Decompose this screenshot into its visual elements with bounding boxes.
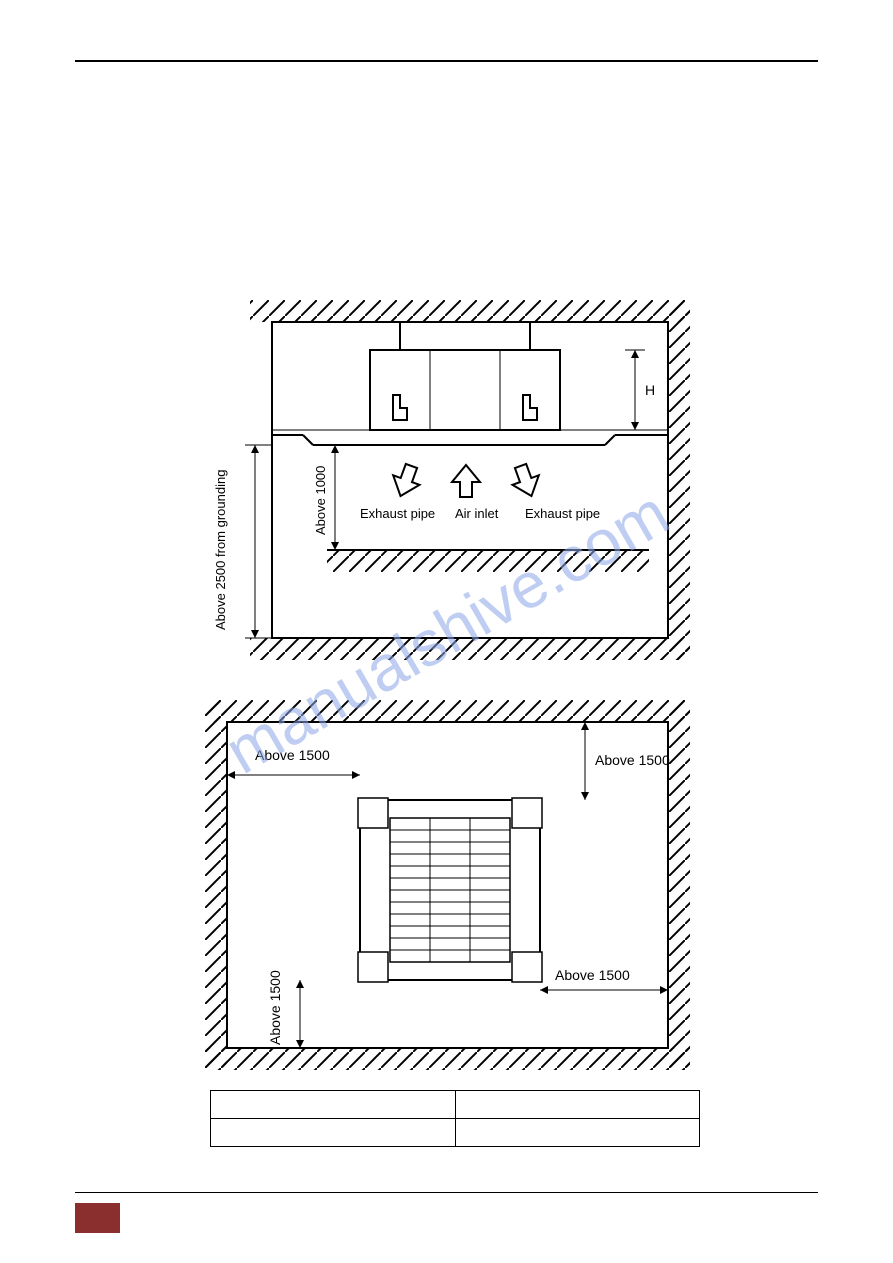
page-top-rule [75, 60, 818, 62]
clearance-bottom-left-label: Above 1500 [267, 970, 283, 1045]
installation-plan-view-diagram: Above 1500 Above 1500 Above 1500 Above 1… [205, 700, 690, 1070]
installation-side-view-diagram: H Exhaust pipe Air inlet Exhaust pipe Ab… [205, 300, 690, 660]
clearance-top-right-label: Above 1500 [595, 752, 670, 768]
table-cell [455, 1091, 700, 1119]
exhaust-pipe-left-label: Exhaust pipe [360, 506, 435, 521]
above-1000-label: Above 1000 [313, 466, 328, 535]
air-inlet-label: Air inlet [455, 506, 499, 521]
exhaust-pipe-right-label: Exhaust pipe [525, 506, 600, 521]
page-bottom-rule [75, 1192, 818, 1193]
page-number-box [75, 1203, 120, 1233]
table-cell [211, 1119, 456, 1147]
height-label: H [645, 382, 655, 398]
clearance-bottom-right-label: Above 1500 [555, 967, 630, 983]
table-cell [211, 1091, 456, 1119]
clearance-top-left-label: Above 1500 [255, 747, 330, 763]
dimensions-table [210, 1090, 700, 1147]
table-row [211, 1119, 700, 1147]
table-row [211, 1091, 700, 1119]
above-2500-label: Above 2500 from grounding [213, 470, 228, 630]
table-cell [455, 1119, 700, 1147]
